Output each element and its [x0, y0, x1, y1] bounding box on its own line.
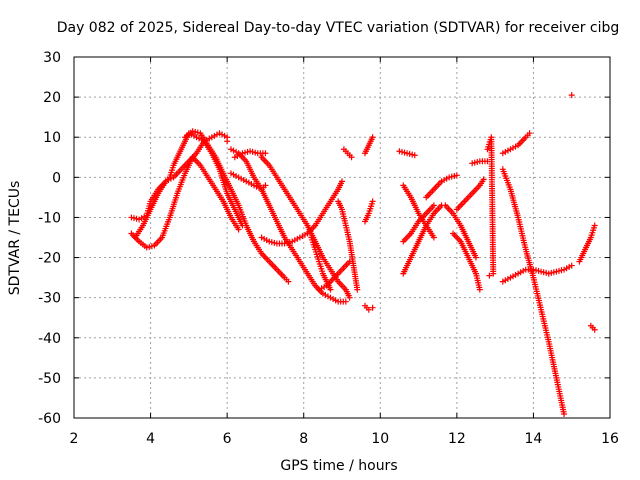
series-arc-22 [442, 202, 479, 261]
series-arc-29 [499, 166, 568, 417]
data-point [369, 134, 376, 141]
axis-ticks: 2 4 6 8 10 12 14 16 -60 -50 -40 -30 -20 -10 0 10 20 30 [38, 50, 619, 447]
data-point [342, 298, 349, 305]
series-arc-5 [227, 170, 269, 193]
x-tick-label: 16 [601, 431, 619, 447]
y-tick-label: -10 [38, 210, 61, 226]
series-arc-19 [400, 202, 445, 277]
plot-frame [73, 56, 611, 419]
series-outlier [568, 92, 575, 99]
grid [74, 57, 610, 418]
series-arc-30 [576, 222, 598, 265]
data-point [369, 198, 376, 205]
data-point [354, 286, 361, 293]
data-point [526, 130, 533, 137]
data-point [591, 222, 598, 229]
series-arc-7 [231, 148, 269, 161]
data-point [480, 176, 487, 183]
y-tick-label: 10 [43, 130, 61, 146]
y-tick-label: -60 [38, 411, 61, 427]
x-tick-label: 2 [70, 431, 79, 447]
series-arc-24 [453, 176, 487, 213]
data-point [285, 278, 292, 285]
series-arc-17 [396, 148, 418, 159]
series-arc-25 [469, 158, 491, 167]
x-tick-label: 6 [223, 431, 232, 447]
series-arc-31 [587, 322, 598, 333]
data-point [430, 234, 437, 241]
x-tick-label: 12 [448, 431, 466, 447]
series-arc-15 [361, 134, 376, 157]
data-point [490, 270, 497, 277]
data-point [411, 152, 418, 159]
series-arc-21 [423, 172, 460, 201]
series-arc-14 [361, 302, 376, 313]
y-tick-label: -20 [38, 251, 61, 267]
data-point [369, 304, 376, 311]
data-point [346, 294, 353, 301]
data-points [128, 92, 598, 417]
data-point [262, 182, 269, 189]
x-tick-label: 10 [371, 431, 389, 447]
data-point [348, 154, 355, 161]
data-point [430, 202, 437, 209]
data-point [262, 150, 269, 157]
data-point [327, 286, 334, 293]
y-axis-label: SDTVAR / TECUs [7, 181, 23, 296]
data-point [453, 172, 460, 179]
series-arc-11 [316, 258, 353, 293]
series-arc-20 [400, 202, 437, 245]
series-arc-3 [132, 130, 231, 241]
data-point [568, 262, 575, 269]
series-arc-16 [361, 198, 376, 225]
data-point [561, 410, 568, 417]
data-point [476, 286, 483, 293]
data-point [486, 272, 493, 279]
series-arc-23 [450, 230, 483, 293]
data-point [591, 326, 598, 333]
x-tick-label: 14 [525, 431, 543, 447]
series-arc-26 [484, 134, 497, 279]
y-tick-label: -40 [38, 331, 61, 347]
series-arc-27 [499, 262, 575, 285]
data-point [224, 138, 231, 145]
series-arc-28 [499, 130, 533, 157]
x-axis-label: GPS time / hours [280, 458, 397, 474]
data-point [339, 178, 345, 185]
y-tick-label: -50 [38, 371, 61, 387]
series-arc-13 [340, 146, 355, 161]
data-point [365, 306, 372, 313]
data-point [235, 226, 242, 233]
y-tick-label: -30 [38, 291, 61, 307]
chart-title: Day 082 of 2025, Sidereal Day-to-day VTE… [57, 20, 620, 36]
series-arc-4 [182, 128, 292, 285]
y-tick-label: 30 [43, 50, 61, 66]
y-tick-label: 20 [43, 90, 61, 106]
data-point [568, 92, 575, 99]
series-arc-9 [258, 178, 345, 247]
x-tick-label: 4 [146, 431, 155, 447]
y-tick-label: 0 [52, 170, 61, 186]
data-point [473, 254, 479, 261]
series-arc-12 [335, 198, 361, 293]
x-tick-label: 8 [299, 431, 308, 447]
